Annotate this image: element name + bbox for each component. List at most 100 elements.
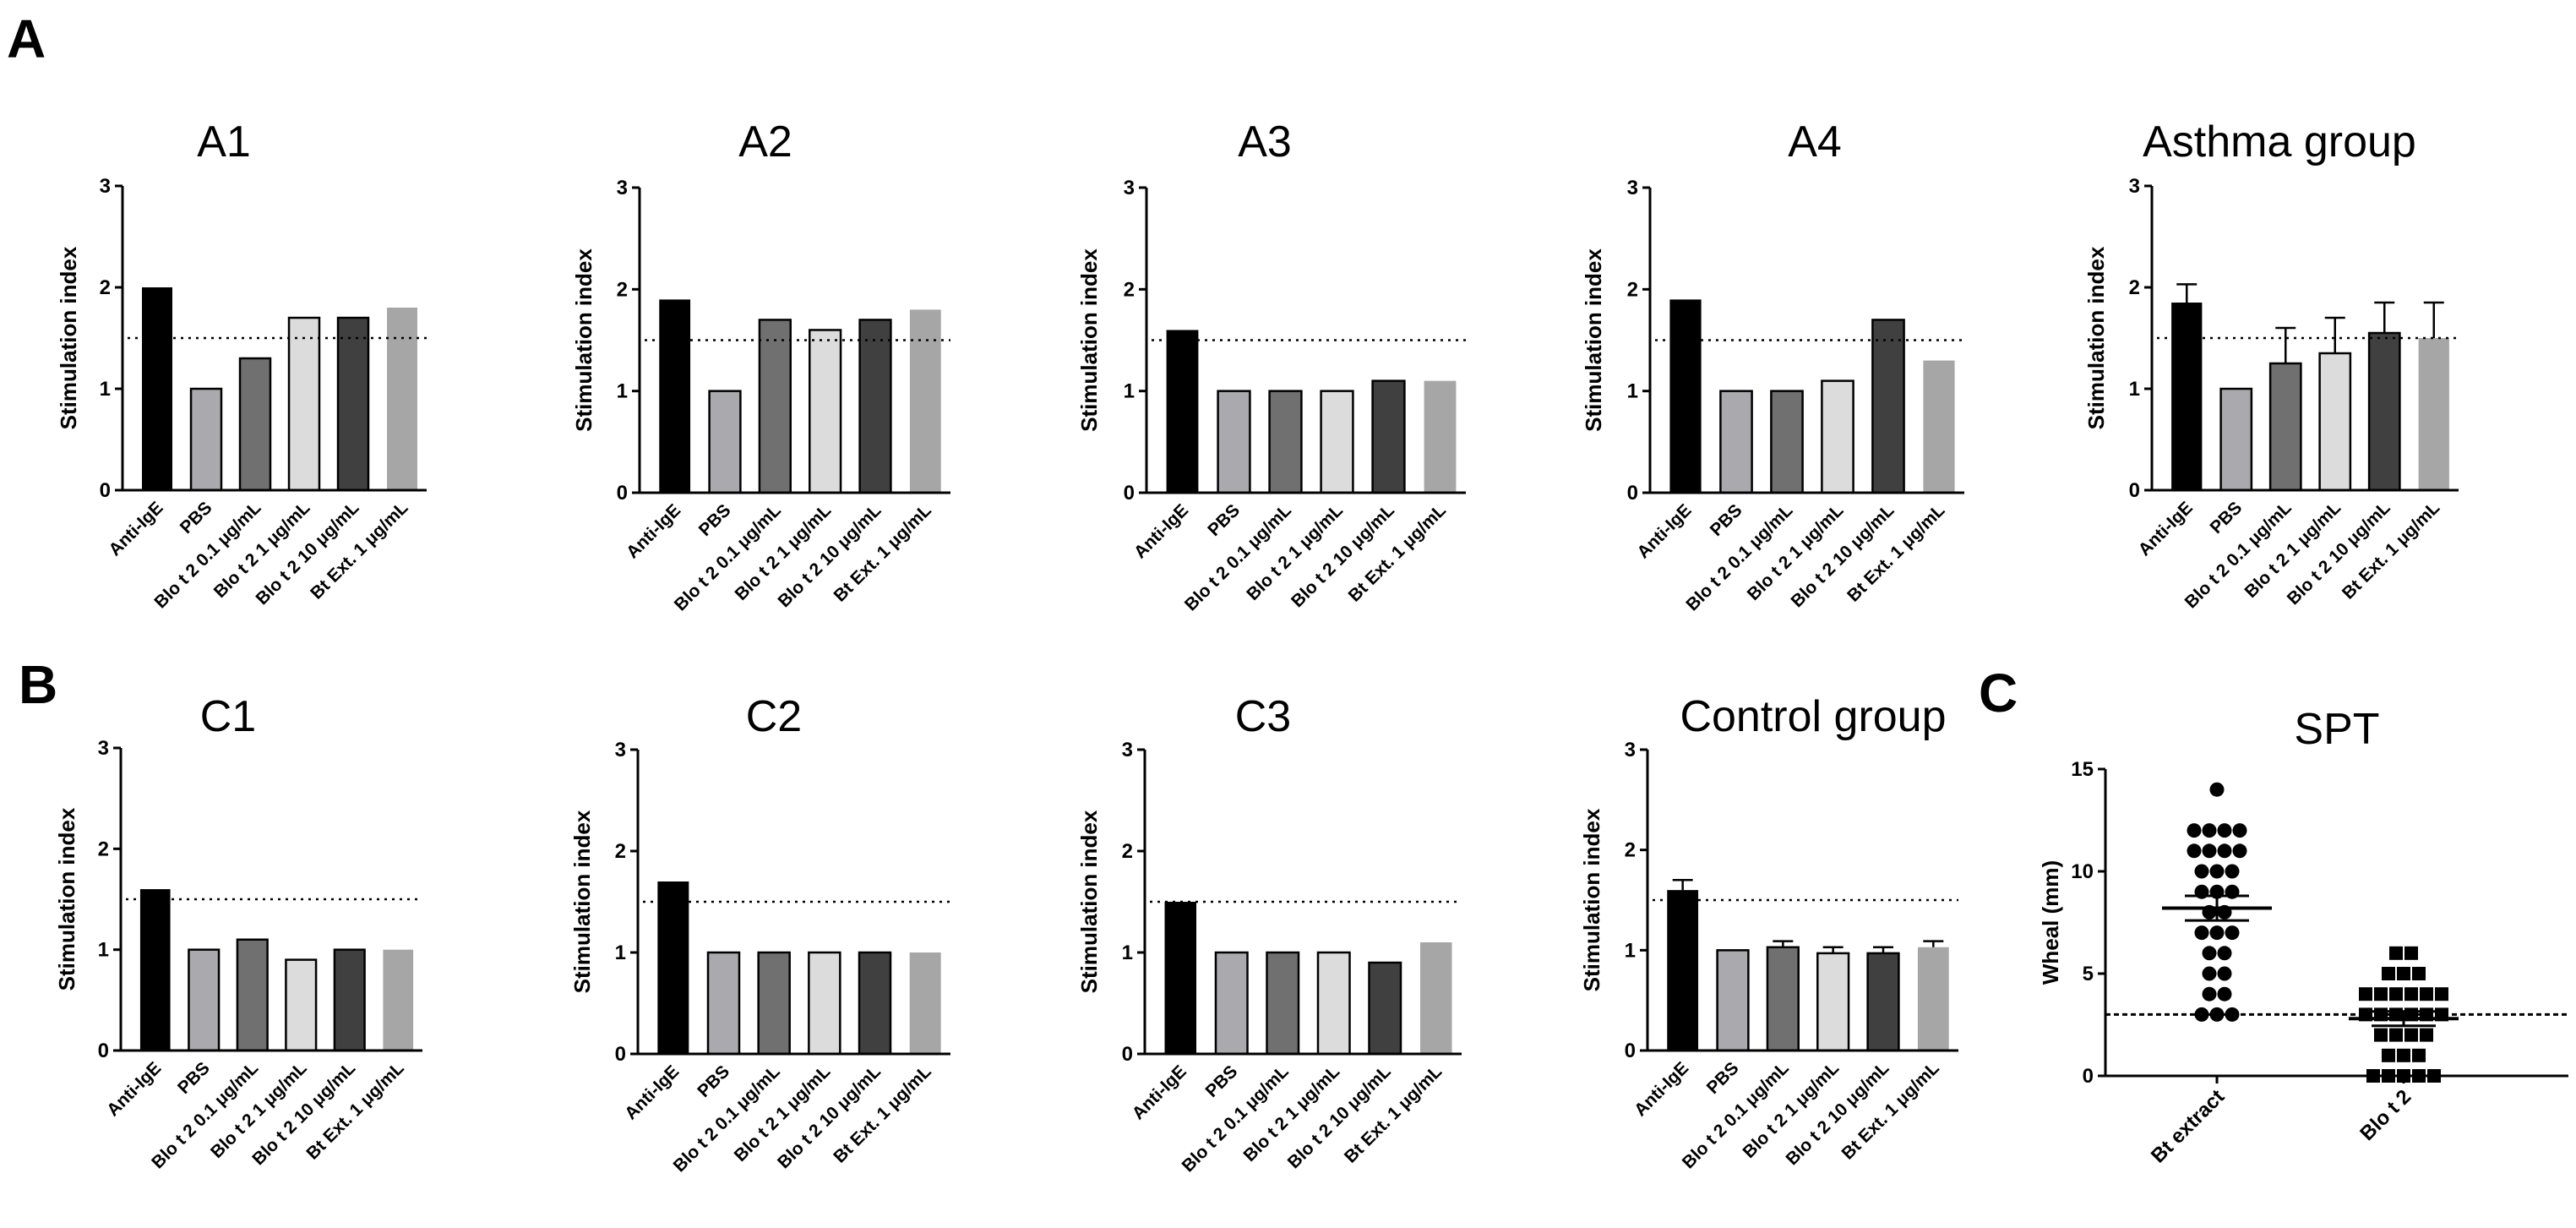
bar-2 [708, 390, 742, 494]
x-tick-label-2: PBS [695, 500, 735, 540]
point-blo-t2-5 [2412, 967, 2426, 980]
chart-title: C2 [746, 692, 802, 741]
bar-5 [1371, 379, 1406, 494]
x-tick-label-1: Anti-IgE [1130, 500, 1192, 562]
y-axis-label: Stimulation index [2083, 246, 2109, 429]
bar-6 [1917, 947, 1949, 1051]
bar-3 [236, 938, 269, 1052]
point-bt-extract-9 [2232, 843, 2247, 859]
bar-3 [1766, 946, 1800, 1052]
bar-4 [1821, 379, 1854, 494]
y-tick-label-0: 0 [1625, 1040, 1636, 1062]
x-tick-label-2: PBS [1707, 500, 1746, 540]
y-tick-label-0: 0 [1122, 1043, 1133, 1066]
y-tick-label-1: 1 [98, 939, 109, 962]
bar-5 [858, 951, 892, 1056]
point-blo-t2-22 [2382, 1048, 2395, 1062]
bar-3 [757, 951, 791, 1056]
point-blo-t2-6 [2359, 987, 2372, 1002]
x-tick-label-1: Anti-IgE [1129, 1062, 1190, 1123]
y-tick-label-3: 3 [1124, 177, 1135, 199]
x-tick-label-1: Anti-IgE [105, 498, 166, 559]
bar-2 [1719, 390, 1753, 494]
y-tick-label-0: 0 [100, 479, 111, 502]
bar-6 [1424, 380, 1457, 493]
bar-1 [1164, 902, 1197, 1054]
x-tick-label-1: Anti-IgE [621, 1062, 683, 1123]
bar-4 [1316, 951, 1351, 1056]
chart-title: A3 [1238, 117, 1292, 166]
chart-title: C3 [1235, 692, 1291, 741]
bar-2 [189, 387, 223, 492]
y-axis-label: Stimulation index [1581, 248, 1606, 432]
bar-4 [2318, 352, 2352, 492]
bar-2 [1217, 390, 1251, 494]
y-tick-label-3: 3 [100, 175, 111, 198]
point-bt-extract-12 [2225, 864, 2240, 879]
x-tick-label-1: Anti-IgE [623, 500, 684, 562]
bar-2 [1716, 949, 1750, 1052]
panel-label-b: B [19, 654, 57, 715]
point-bt-extract-22 [2217, 946, 2232, 961]
bar-5 [858, 319, 892, 494]
bar-2 [1214, 951, 1249, 1056]
point-bt-extract-5 [2232, 823, 2247, 838]
y-tick-label-3: 3 [2129, 175, 2140, 198]
point-blo-t2-19 [2389, 1028, 2403, 1042]
x-tick-label-6: Bt Ext. 1 μg/mL [1345, 500, 1450, 605]
chart-title: A4 [1788, 117, 1842, 166]
point-blo-t2-1 [2389, 946, 2403, 960]
bar-1 [659, 299, 691, 493]
bar-1 [1166, 330, 1199, 493]
point-blo-t2-11 [2435, 987, 2448, 1002]
y-tick-label-3: 3 [1122, 739, 1133, 761]
y-tick-label-2: 2 [100, 276, 111, 299]
bar-1 [1667, 890, 1699, 1051]
bar-5 [1866, 952, 1900, 1052]
y-tick-label-2: 2 [615, 840, 626, 863]
point-bt-extract-19 [2209, 925, 2225, 941]
y-tick-label-1: 1 [100, 378, 111, 401]
bar-6 [1923, 360, 1955, 493]
bar-3 [238, 357, 272, 492]
x-tick-label-2: PBS [1204, 500, 1244, 540]
y-tick-label-1: 5 [2083, 963, 2094, 985]
y-tick-label-2: 2 [98, 838, 109, 860]
y-tick-label-3: 3 [615, 739, 626, 761]
point-bt-extract-1 [2209, 782, 2225, 797]
point-bt-extract-7 [2202, 843, 2217, 859]
bar-4 [287, 316, 321, 492]
bar-4 [808, 951, 841, 1056]
x-tick-label-2: PBS [174, 1058, 214, 1098]
point-blo-t2-7 [2374, 987, 2388, 1002]
chart-title: SPT [2294, 705, 2379, 754]
y-tick-label-3: 3 [1625, 739, 1636, 761]
point-bt-extract-2 [2187, 823, 2202, 838]
bar-4 [1816, 952, 1850, 1052]
bar-5 [1871, 319, 1905, 494]
y-tick-label-3: 3 [98, 737, 109, 760]
bar-5 [333, 948, 366, 1052]
point-bt-extract-6 [2187, 843, 2202, 859]
chart-title: Control group [1680, 692, 1946, 741]
bar-5 [1368, 961, 1402, 1056]
y-tick-label-1: 1 [1627, 380, 1638, 403]
y-tick-label-1: 1 [1124, 380, 1135, 403]
bar-4 [809, 329, 842, 494]
chart-title: A2 [738, 117, 792, 166]
point-bt-extract-23 [2202, 966, 2217, 981]
y-axis-label: Stimulation index [569, 810, 595, 993]
y-tick-label-2: 2 [1124, 278, 1135, 301]
y-axis-label: Stimulation index [56, 246, 81, 429]
chart-title: A1 [197, 117, 251, 166]
x-tick-label-2: Blo t 2 [2355, 1085, 2415, 1145]
y-tick-label-2: 2 [1625, 839, 1636, 862]
bar-3 [758, 319, 792, 494]
y-tick-label-3: 3 [1627, 177, 1638, 199]
point-bt-extract-20 [2225, 925, 2240, 941]
x-tick-label-2: PBS [2206, 498, 2246, 538]
